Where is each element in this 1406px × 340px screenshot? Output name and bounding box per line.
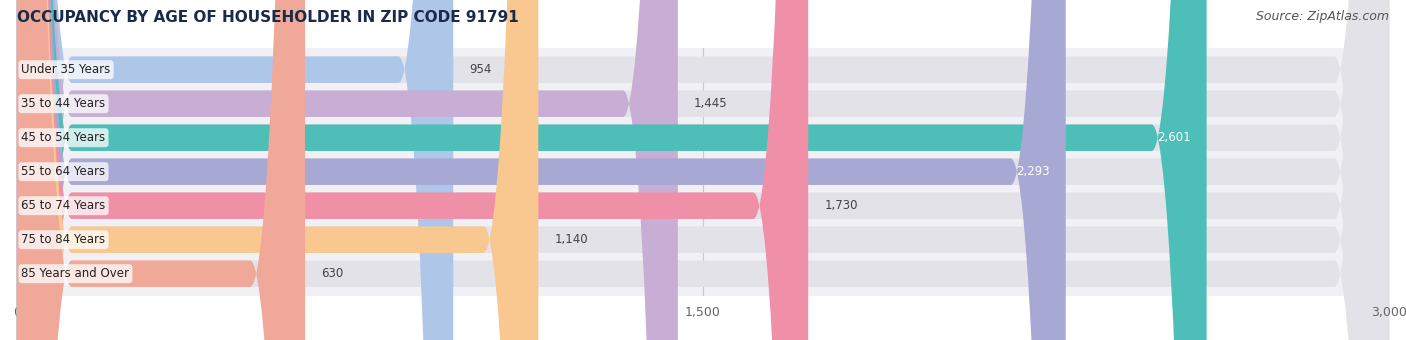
Text: Source: ZipAtlas.com: Source: ZipAtlas.com: [1256, 10, 1389, 23]
Text: 35 to 44 Years: 35 to 44 Years: [21, 97, 105, 110]
Text: 2,293: 2,293: [1017, 165, 1050, 178]
FancyBboxPatch shape: [17, 0, 1389, 340]
Text: 954: 954: [470, 63, 492, 76]
FancyBboxPatch shape: [17, 0, 1389, 340]
FancyBboxPatch shape: [17, 0, 1389, 340]
Text: OCCUPANCY BY AGE OF HOUSEHOLDER IN ZIP CODE 91791: OCCUPANCY BY AGE OF HOUSEHOLDER IN ZIP C…: [17, 10, 519, 25]
FancyBboxPatch shape: [17, 0, 1066, 340]
FancyBboxPatch shape: [17, 0, 453, 340]
FancyBboxPatch shape: [17, 0, 678, 340]
FancyBboxPatch shape: [17, 0, 1389, 340]
Text: 1,140: 1,140: [554, 233, 588, 246]
Text: Under 35 Years: Under 35 Years: [21, 63, 111, 76]
Text: 55 to 64 Years: 55 to 64 Years: [21, 165, 105, 178]
FancyBboxPatch shape: [17, 0, 1389, 340]
FancyBboxPatch shape: [17, 0, 808, 340]
Text: 2,601: 2,601: [1157, 131, 1191, 144]
Text: 45 to 54 Years: 45 to 54 Years: [21, 131, 105, 144]
FancyBboxPatch shape: [17, 0, 1206, 340]
FancyBboxPatch shape: [17, 0, 1389, 340]
Text: 75 to 84 Years: 75 to 84 Years: [21, 233, 105, 246]
FancyBboxPatch shape: [17, 0, 538, 340]
Text: 1,730: 1,730: [824, 199, 858, 212]
Text: 1,445: 1,445: [693, 97, 727, 110]
FancyBboxPatch shape: [17, 0, 1389, 340]
Text: 85 Years and Over: 85 Years and Over: [21, 267, 129, 280]
Text: 630: 630: [321, 267, 343, 280]
Text: 65 to 74 Years: 65 to 74 Years: [21, 199, 105, 212]
FancyBboxPatch shape: [17, 0, 305, 340]
